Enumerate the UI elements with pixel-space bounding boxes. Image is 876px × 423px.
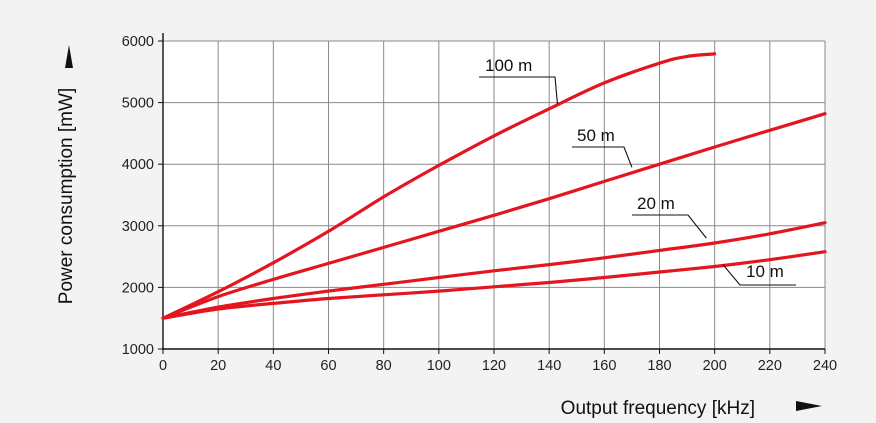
series-line-50m [161, 112, 827, 320]
y-tick-label: 4000 [122, 157, 154, 173]
y-tick-label: 6000 [122, 34, 154, 50]
series-line-20m [161, 221, 827, 320]
x-tick-label: 180 [647, 358, 671, 374]
axes [158, 33, 826, 354]
y-axis-label: Power consumption [mW] [56, 88, 77, 304]
y-tick-label: 2000 [122, 280, 154, 296]
series-label-50m: 50 m [577, 126, 615, 145]
x-tick-label: 80 [376, 358, 392, 374]
x-axis-label: Output frequency [kHz] [561, 398, 755, 419]
y-axis-arrow-icon [65, 45, 73, 68]
grid [163, 40, 826, 349]
series-lines [161, 52, 827, 320]
series-label-100m: 100 m [485, 56, 532, 75]
series-label-callouts: 100 m 50 m 20 m 10 m [479, 56, 796, 286]
leader-line-10m [722, 264, 796, 286]
x-tick-label: 60 [320, 358, 336, 374]
x-tick-label: 20 [210, 358, 226, 374]
series-label-20m: 20 m [637, 194, 675, 213]
x-tick-label: 220 [758, 358, 782, 374]
leader-line-20m [632, 214, 707, 239]
x-tick-label: 100 [427, 358, 451, 374]
y-tick-label: 1000 [122, 342, 154, 358]
y-tick-label: 3000 [122, 219, 154, 235]
series-line-100m [161, 52, 717, 320]
series-label-10m: 10 m [746, 262, 784, 281]
series-line-10m [161, 250, 827, 320]
x-tick-label: 200 [703, 358, 727, 374]
x-tick-label: 240 [813, 358, 837, 374]
x-axis-arrow-icon [796, 401, 822, 411]
leader-line-50m [572, 146, 633, 168]
x-tick-label: 120 [482, 358, 506, 374]
x-tick-label: 140 [537, 358, 561, 374]
leader-line-100m [479, 76, 558, 104]
x-tick-label: 40 [265, 358, 281, 374]
x-tick-label: 160 [592, 358, 616, 374]
tick-labels: 0 20 40 60 80 100 120 140 160 180 200 220 240 1000 200… [122, 34, 837, 374]
x-tick-label: 0 [159, 358, 167, 374]
y-tick-label: 5000 [122, 96, 154, 112]
